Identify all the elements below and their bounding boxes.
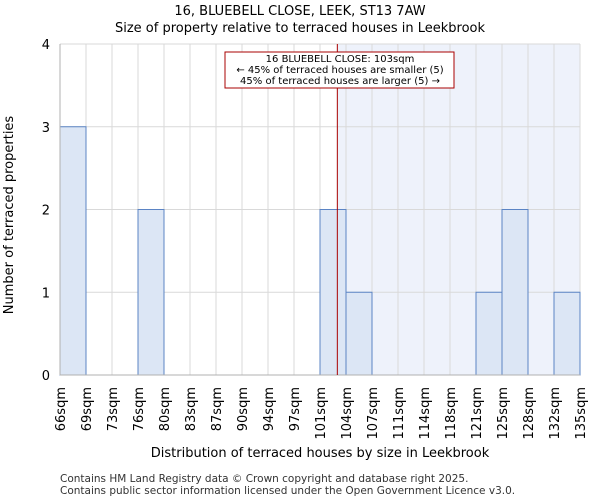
annotation-box: 16 BLUEBELL CLOSE: 103sqm ← 45% of terra…	[224, 51, 455, 89]
y-axis-label: Number of terraced properties	[2, 116, 17, 315]
x-tick-label: 125sqm	[496, 387, 511, 440]
x-tick-label: 135sqm	[574, 387, 589, 440]
x-tick-label: 101sqm	[314, 387, 329, 440]
histogram-bar	[345, 291, 373, 376]
histogram-bar	[319, 209, 347, 376]
x-tick-label: 90sqm	[236, 387, 251, 431]
x-tick-label: 76sqm	[132, 387, 147, 431]
y-tick-label: 0	[42, 369, 50, 384]
x-tick-label: 97sqm	[288, 387, 303, 431]
chart-subtitle: Size of property relative to terraced ho…	[115, 21, 486, 36]
annotation-border	[224, 51, 455, 89]
x-tick-label: 87sqm	[210, 387, 225, 431]
plot-area: 0 1 2 3 4 66sqm 69sqm 73sqm 76sqm 80sqm 83sqm 87sqm…	[42, 38, 589, 440]
histogram-bar	[59, 126, 87, 376]
y-tick-label: 1	[42, 286, 50, 301]
annotation-line-3: 45% of terraced houses are larger (5) →	[240, 76, 440, 87]
x-tick-label: 104sqm	[340, 387, 355, 440]
footer-line-2: Contains public sector information licen…	[60, 485, 515, 497]
x-tick-label: 121sqm	[470, 387, 485, 440]
y-tick-label: 4	[42, 38, 50, 53]
annotation-line-2: ← 45% of terraced houses are smaller (5)	[236, 65, 443, 76]
histogram-bar	[501, 209, 529, 376]
x-tick-label: 128sqm	[522, 387, 537, 440]
x-tick-label: 132sqm	[548, 387, 563, 440]
footer-line-1: Contains HM Land Registry data © Crown c…	[60, 473, 468, 485]
histogram-bar	[553, 291, 581, 376]
y-tick-label: 3	[42, 121, 50, 136]
x-tick-label: 118sqm	[444, 387, 459, 440]
x-tick-label: 107sqm	[366, 387, 381, 440]
y-tick-label: 2	[42, 204, 50, 219]
x-tick-label: 66sqm	[54, 387, 69, 431]
x-tick-label: 94sqm	[262, 387, 277, 431]
x-tick-label: 111sqm	[392, 387, 407, 440]
x-tick-label: 80sqm	[158, 387, 173, 431]
x-tick-label: 83sqm	[184, 387, 199, 431]
chart-title: 16, BLUEBELL CLOSE, LEEK, ST13 7AW	[174, 4, 425, 19]
x-axis-label: Distribution of terraced houses by size …	[151, 446, 490, 461]
x-tick-label: 73sqm	[106, 387, 121, 431]
annotation-line-1: 16 BLUEBELL CLOSE: 103sqm	[266, 54, 415, 65]
x-tick-label: 69sqm	[80, 387, 95, 431]
histogram-bar	[137, 209, 165, 376]
x-tick-label: 114sqm	[418, 387, 433, 440]
histogram-bar	[475, 291, 503, 376]
